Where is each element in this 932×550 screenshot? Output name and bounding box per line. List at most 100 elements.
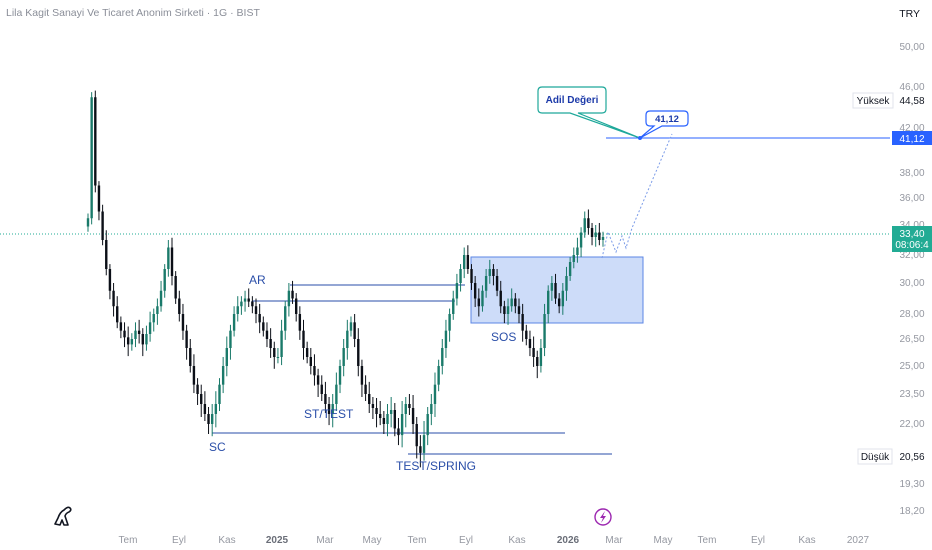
candle-body (221, 366, 225, 385)
candle-body (327, 404, 331, 414)
candle-body (404, 404, 407, 414)
candle-body (448, 314, 451, 331)
x-tick-label: Kas (798, 535, 815, 546)
candle-body (543, 314, 546, 348)
candle-body (357, 339, 360, 366)
candle-body (415, 424, 418, 447)
candle-body (148, 322, 152, 334)
candle-body (287, 290, 291, 307)
candle-body (346, 330, 349, 348)
candle-body (503, 306, 506, 314)
candle-body (550, 283, 554, 291)
candle-body (422, 435, 426, 453)
low-marker: Düşük 20,56 (857, 448, 925, 465)
candle-body (364, 384, 367, 394)
candle-body (481, 290, 484, 307)
candle-body (254, 306, 258, 314)
y-tick-label: 25,00 (899, 361, 924, 372)
candle-body (108, 269, 112, 291)
dino-logo-icon (54, 506, 72, 526)
candle-body (126, 337, 130, 345)
candle-body (320, 384, 323, 394)
candle-body (444, 330, 448, 348)
candle-body (426, 414, 429, 436)
candle-body (378, 414, 382, 418)
y-tick-label: 38,00 (899, 168, 924, 179)
candle-body (112, 290, 115, 307)
candle-body (302, 330, 305, 348)
candle-body (433, 384, 437, 404)
x-tick-label: Kas (218, 535, 235, 546)
candle-body (185, 330, 188, 348)
x-tick-label: May (363, 535, 382, 546)
y-tick-label: 32,00 (899, 250, 924, 261)
candle-body (192, 366, 196, 385)
candle-body (152, 314, 155, 323)
candle-body (590, 228, 594, 237)
candle-body (232, 314, 236, 331)
candle-body (525, 330, 528, 339)
candle-body (119, 322, 123, 331)
target-callout[interactable]: 41,12 (639, 110, 689, 139)
y-tick-label: 46,00 (899, 82, 924, 93)
candle-body (251, 301, 254, 307)
candle-body (441, 348, 444, 366)
candle-body (258, 314, 261, 323)
x-tick-label: Mar (605, 535, 623, 546)
y-tick-label: 42,00 (899, 123, 924, 134)
x-tick-label: 2026 (557, 535, 580, 546)
current-price-value: 33,40 (899, 229, 924, 240)
candle-body (316, 375, 320, 385)
candle-body (360, 366, 364, 385)
candle-body (386, 414, 389, 424)
candle-body (280, 330, 283, 357)
adil-degeri-callout[interactable]: Adil Değeri (537, 86, 641, 139)
target-callout-label: 41,12 (655, 114, 679, 125)
candle-body (225, 348, 228, 366)
candle-body (371, 404, 375, 408)
candle-body (137, 330, 141, 334)
candle-body (576, 247, 579, 255)
candle-body (583, 218, 586, 233)
candle-body (86, 218, 90, 227)
candle-body (459, 269, 462, 283)
low-label: Düşük (861, 452, 890, 463)
candle-body (587, 218, 590, 228)
candle-body (203, 404, 207, 414)
x-tick-label: May (654, 535, 673, 546)
y-tick-label: 34,00 (899, 220, 924, 231)
candle-body (200, 394, 203, 404)
candle-body (145, 334, 148, 345)
candle-body (411, 408, 415, 424)
candle-body (298, 314, 302, 331)
candle-body (598, 232, 601, 240)
y-tick-label: 19,30 (899, 479, 924, 490)
countdown-value: 08:06:4 (895, 240, 929, 251)
candle-body (499, 290, 502, 307)
bolt-icon[interactable] (594, 508, 612, 526)
candle-body (229, 330, 232, 348)
y-tick-label: 23,50 (899, 389, 924, 400)
candle-body (514, 298, 517, 307)
candle-body (565, 276, 568, 291)
candle-body (353, 322, 356, 339)
candle-body (101, 211, 104, 240)
candle-body (181, 314, 185, 331)
candle-body (557, 298, 561, 307)
x-tick-label: 2025 (266, 535, 289, 546)
candle-body (470, 269, 473, 283)
candle-body (430, 404, 433, 414)
candle-body (309, 357, 313, 366)
candle-body (130, 339, 134, 345)
candle-body (419, 446, 422, 453)
currency-label: TRY (899, 8, 920, 20)
candle-body (189, 348, 192, 366)
candle-body (273, 348, 276, 357)
high-value: 44,58 (899, 96, 924, 107)
candle-body (214, 404, 218, 414)
candle-body (291, 290, 294, 299)
candle-body (196, 384, 199, 394)
accumulation-box[interactable] (470, 256, 644, 324)
candle-body (484, 276, 488, 291)
